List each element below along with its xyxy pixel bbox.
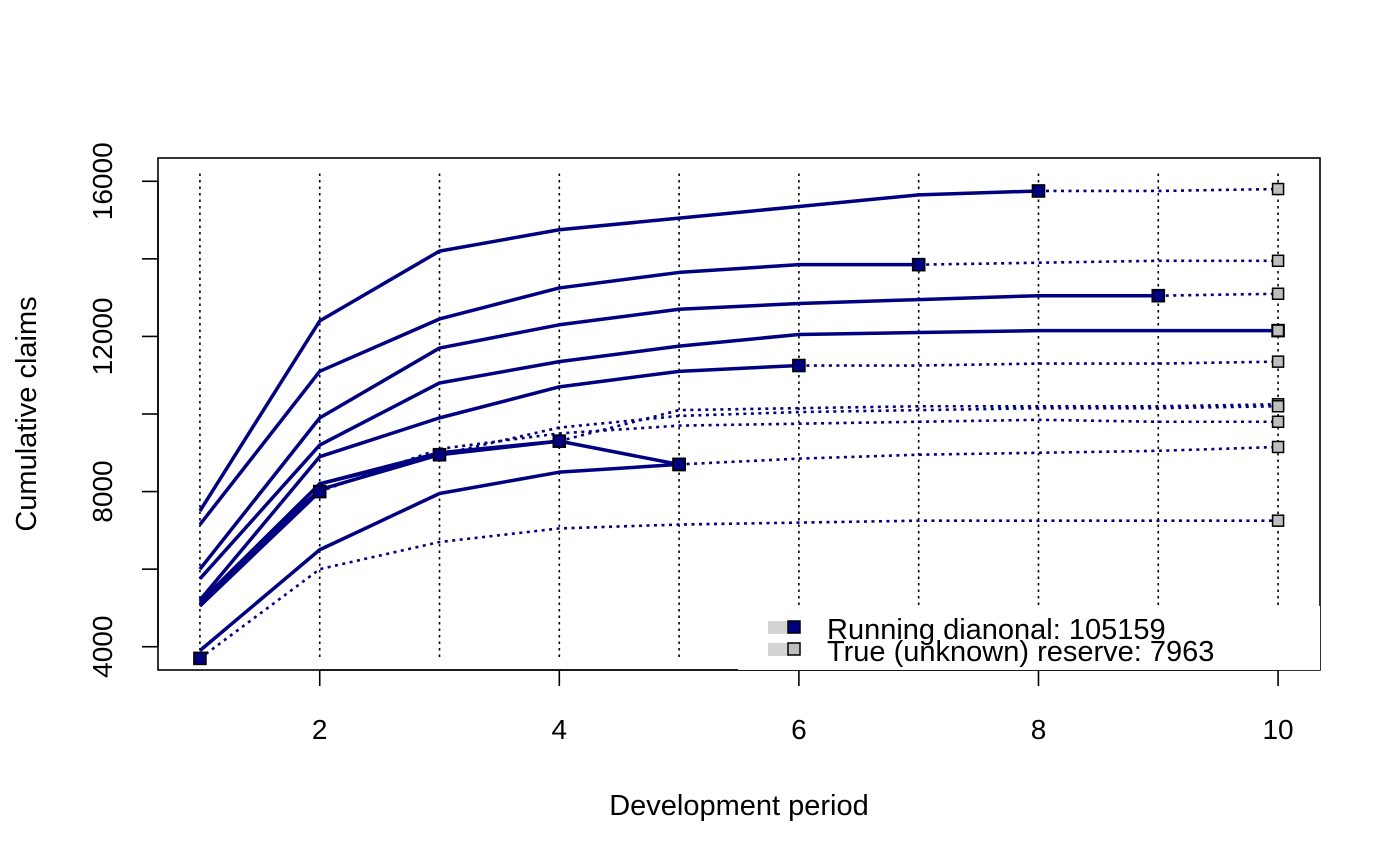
x-tick-label-2: 2 (312, 714, 328, 745)
legend-swatch-observed (768, 621, 790, 634)
series-7-ultimate-point (1271, 399, 1285, 413)
series-9-ultimate-point (1271, 415, 1285, 429)
series-9-observed-line (198, 490, 321, 608)
y-tick-label-12000: 12000 (87, 297, 118, 375)
legend-marker-reserve (787, 642, 801, 656)
series-5-observed-line (198, 363, 799, 602)
series-2-observed-line (198, 262, 919, 526)
series-2-future-line (918, 259, 1279, 266)
series-5-ultimate-point (1271, 355, 1285, 368)
series-1-future-line (1038, 187, 1279, 193)
x-axis: 2 4 6 8 10 (312, 669, 1294, 745)
x-tick-label-10: 10 (1262, 714, 1293, 745)
marker-group (193, 182, 1285, 666)
series-group (198, 187, 1279, 660)
series-6-diagonal-point (552, 434, 567, 448)
series-4-ultimate-point (1271, 324, 1285, 337)
series-2-diagonal-point (911, 257, 926, 272)
y-tick-label-4000: 4000 (87, 616, 118, 678)
x-tick-label-4: 4 (552, 714, 568, 745)
series-8-future-line (679, 445, 1279, 466)
series-11-diagonal-point (193, 651, 207, 666)
series-3-observed-line (198, 293, 1159, 571)
series-4-observed-line (198, 328, 1279, 581)
legend-marker-observed (787, 620, 801, 634)
series-9-future-line (319, 418, 1279, 493)
series-11-future-line (199, 519, 1279, 660)
series-1-observed-line (198, 189, 1039, 512)
series-11-ultimate-point (1271, 514, 1285, 527)
series-8-observed-line (198, 439, 680, 606)
series-3-future-line (1158, 292, 1279, 297)
plot-border (157, 157, 1321, 671)
x-tick-label-8: 8 (1031, 714, 1047, 745)
series-1-ultimate-point (1271, 182, 1285, 196)
legend-box (738, 606, 1320, 670)
vertical-grid (199, 173, 1279, 661)
y-axis-title: Cumulative claims (11, 296, 43, 531)
series-7-future-line (439, 404, 1279, 456)
legend-entry-observed: Running dianonal: 105159 (827, 614, 1166, 646)
series-8-ultimate-point (1271, 440, 1285, 454)
x-axis-title: Development period (609, 790, 869, 822)
legend-entry-reserve: True (unknown) reserve: 7963 (827, 636, 1214, 668)
x-tick-label-6: 6 (791, 714, 807, 745)
series-1-diagonal-point (1031, 184, 1046, 198)
series-5-future-line (798, 360, 1279, 367)
series-6-future-line (558, 403, 1279, 443)
series-2-ultimate-point (1271, 254, 1285, 268)
series-3-ultimate-point (1271, 287, 1285, 301)
series-9-diagonal-point (312, 484, 327, 499)
series-10-observed-line (198, 462, 680, 652)
legend-swatch-reserve (768, 643, 790, 656)
series-5-diagonal-point (792, 358, 806, 373)
y-tick-label-8000: 8000 (87, 460, 118, 522)
series-7-diagonal-point (432, 447, 447, 462)
series-3-diagonal-point (1151, 288, 1166, 303)
legend: Running dianonal: 105159 True (unknown) … (738, 606, 1320, 670)
y-axis: 4000 8000 12000 16000 (87, 142, 159, 678)
series-10-diagonal-point (672, 457, 686, 472)
y-tick-label-16000: 16000 (87, 142, 118, 220)
